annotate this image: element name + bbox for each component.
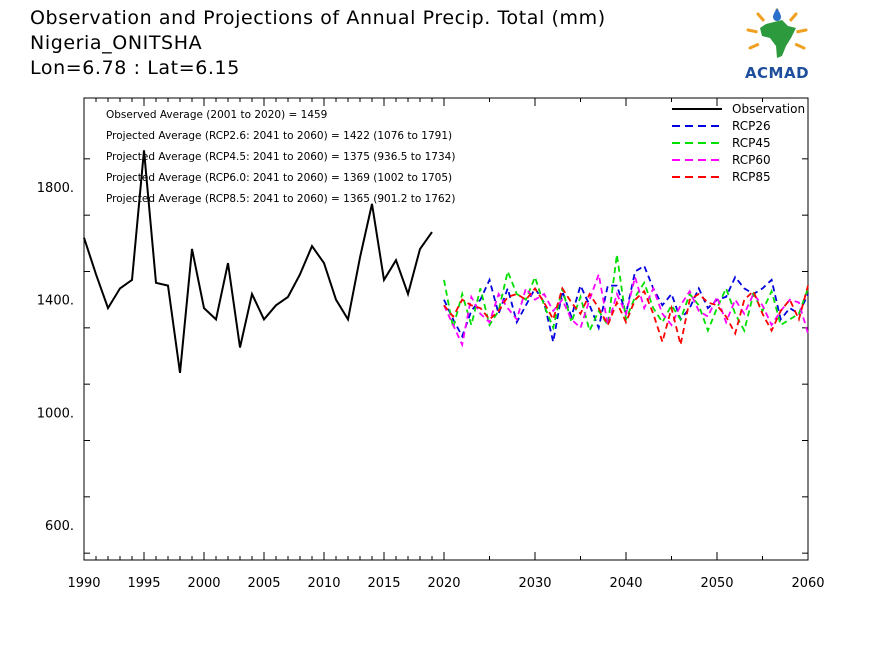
y-tick-label: 1000.	[37, 406, 74, 421]
x-tick-label: 1990	[67, 576, 100, 591]
x-tick-label: 1995	[127, 576, 160, 591]
legend-label: RCP85	[732, 170, 771, 184]
africa-map-icon	[746, 8, 808, 58]
x-tick-label: 2060	[791, 576, 824, 591]
x-tick-label: 2020	[427, 576, 460, 591]
legend-label: RCP45	[732, 136, 771, 150]
y-tick-label: 1400.	[37, 294, 74, 309]
acmad-logo-text: ACMAD	[744, 64, 810, 82]
series-line-rcp26	[443, 264, 809, 343]
x-tick-label: 2000	[187, 576, 220, 591]
x-tick-label: 2040	[609, 576, 642, 591]
series-line-rcp45	[443, 254, 809, 334]
x-tick-label: 2005	[247, 576, 280, 591]
annotation-text: Projected Average (RCP6.0: 2041 to 2060)…	[106, 172, 452, 184]
acmad-logo: ACMAD	[736, 6, 818, 84]
legend-label: RCP60	[732, 153, 771, 167]
legend-label: RCP26	[732, 119, 771, 133]
plot-frame	[83, 97, 809, 561]
y-tick-label: 1800.	[37, 181, 74, 196]
annotation-text: Projected Average (RCP8.5: 2041 to 2060)…	[106, 193, 455, 205]
x-tick-label: 2010	[307, 576, 340, 591]
annotation-text: Projected Average (RCP4.5: 2041 to 2060)…	[106, 151, 455, 163]
legend-label: Observation	[732, 102, 805, 116]
series-line-rcp60	[443, 270, 809, 348]
x-tick-label: 2030	[518, 576, 551, 591]
x-tick-label: 2050	[700, 576, 733, 591]
series-line-rcp85	[443, 285, 809, 346]
series-line-observation	[83, 150, 433, 374]
chart-title: Observation and Projections of Annual Pr…	[30, 7, 606, 29]
annotation-text: Observed Average (2001 to 2020) = 1459	[106, 109, 327, 121]
station-coordinates: Lon=6.78 : Lat=6.15	[30, 57, 240, 79]
x-tick-label: 2015	[367, 576, 400, 591]
station-name: Nigeria_ONITSHA	[30, 32, 203, 54]
annotation-text: Projected Average (RCP2.6: 2041 to 2060)…	[106, 130, 452, 142]
y-tick-label: 600.	[45, 519, 74, 534]
